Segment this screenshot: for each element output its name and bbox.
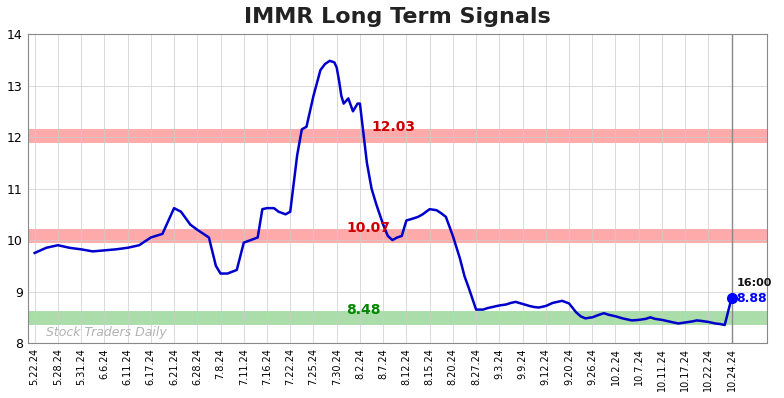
Title: IMMR Long Term Signals: IMMR Long Term Signals xyxy=(244,7,550,27)
Text: 10.07: 10.07 xyxy=(346,221,390,235)
Text: 8.48: 8.48 xyxy=(346,303,380,317)
Text: 8.88: 8.88 xyxy=(736,292,767,305)
Text: Stock Traders Daily: Stock Traders Daily xyxy=(46,326,167,339)
Text: 12.03: 12.03 xyxy=(372,120,416,135)
Text: 16:00: 16:00 xyxy=(736,279,771,289)
